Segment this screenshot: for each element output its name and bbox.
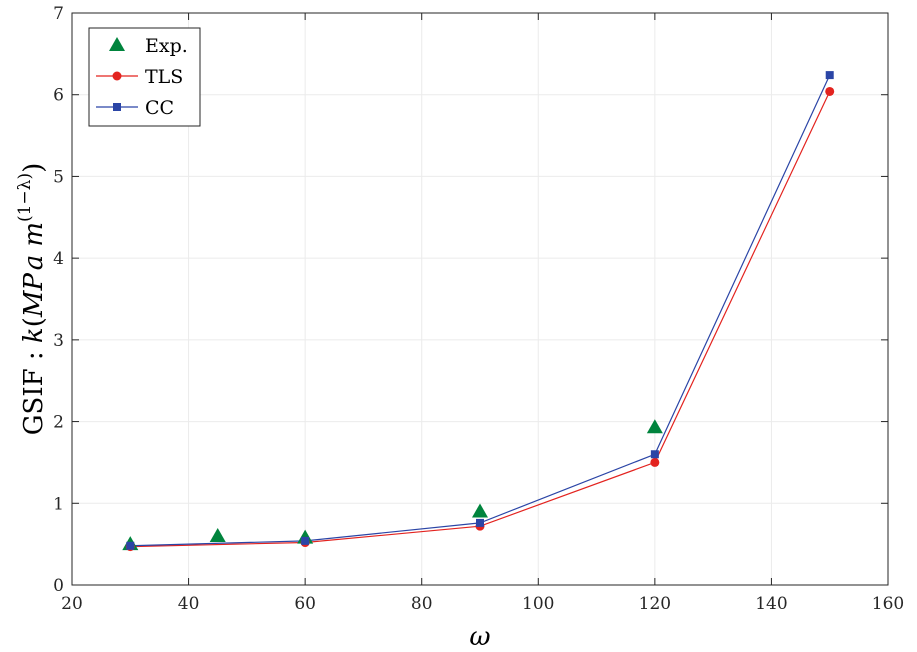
- y-tick-label: 6: [53, 86, 64, 106]
- tick-labels: 20 40 60 80 100 120 140 160 0 1 2 3 4 5 6 7: [53, 4, 904, 614]
- y-label-a: a: [19, 255, 49, 271]
- y-tick-label: 7: [53, 4, 64, 24]
- legend-marker-exp: [109, 37, 125, 51]
- legend-label-exp: Exp.: [145, 35, 188, 57]
- x-tick-label: 40: [178, 594, 200, 614]
- x-tick-label: 60: [294, 594, 316, 614]
- data-point-tls: [650, 457, 660, 467]
- y-label-P: P: [19, 273, 49, 292]
- x-tick-label: 20: [61, 594, 83, 614]
- x-tick-label: 120: [639, 594, 671, 614]
- y-axis-label: GSIF : k(MPam(1−λ)): [15, 163, 49, 436]
- legend: Exp. TLS CC: [88, 27, 201, 127]
- data-point-cc: [126, 541, 135, 550]
- data-point-cc: [650, 450, 659, 459]
- plot-area: [72, 13, 888, 585]
- x-tick-label: 80: [411, 594, 433, 614]
- data-point-exp: [472, 503, 488, 518]
- data-point-cc: [301, 536, 310, 545]
- y-label-M: M: [19, 289, 49, 318]
- plot-frame: [71, 12, 889, 586]
- y-tick-label: 4: [53, 249, 64, 269]
- y-label-exponent: (1−λ): [15, 173, 35, 222]
- legend-label-cc: CC: [145, 97, 174, 119]
- y-tick-label: 5: [53, 167, 64, 187]
- legend-marker-cc: [113, 103, 121, 111]
- y-label-m: m: [19, 222, 49, 247]
- y-label-prefix: GSIF :: [19, 343, 49, 435]
- y-tick-label: 2: [53, 413, 64, 433]
- legend-marker-tls: [112, 71, 122, 81]
- series-markers: [122, 71, 835, 552]
- y-tick-label: 1: [53, 494, 64, 514]
- data-point-cc: [476, 518, 484, 527]
- y-tick-label: 3: [53, 331, 64, 351]
- legend-box: [88, 27, 201, 127]
- svg-text:GSIF : k(MPam(1−λ)): GSIF : k(MPam(1−λ)): [15, 163, 49, 436]
- data-point-exp: [209, 527, 226, 542]
- legend-label-tls: TLS: [145, 66, 183, 88]
- data-point-tls: [825, 86, 835, 96]
- y-label-open-paren: (: [19, 317, 49, 327]
- x-tick-label: 140: [755, 594, 787, 614]
- y-label-close-paren: ): [19, 163, 49, 173]
- data-point-exp: [646, 419, 663, 434]
- data-point-cc: [825, 71, 834, 80]
- y-label-k: k: [19, 327, 49, 343]
- y-tick-label: 0: [53, 576, 64, 596]
- ticks: [71, 12, 889, 586]
- x-tick-label: 100: [522, 594, 554, 614]
- x-axis-label: ω: [469, 622, 490, 652]
- x-tick-label: 160: [872, 594, 904, 614]
